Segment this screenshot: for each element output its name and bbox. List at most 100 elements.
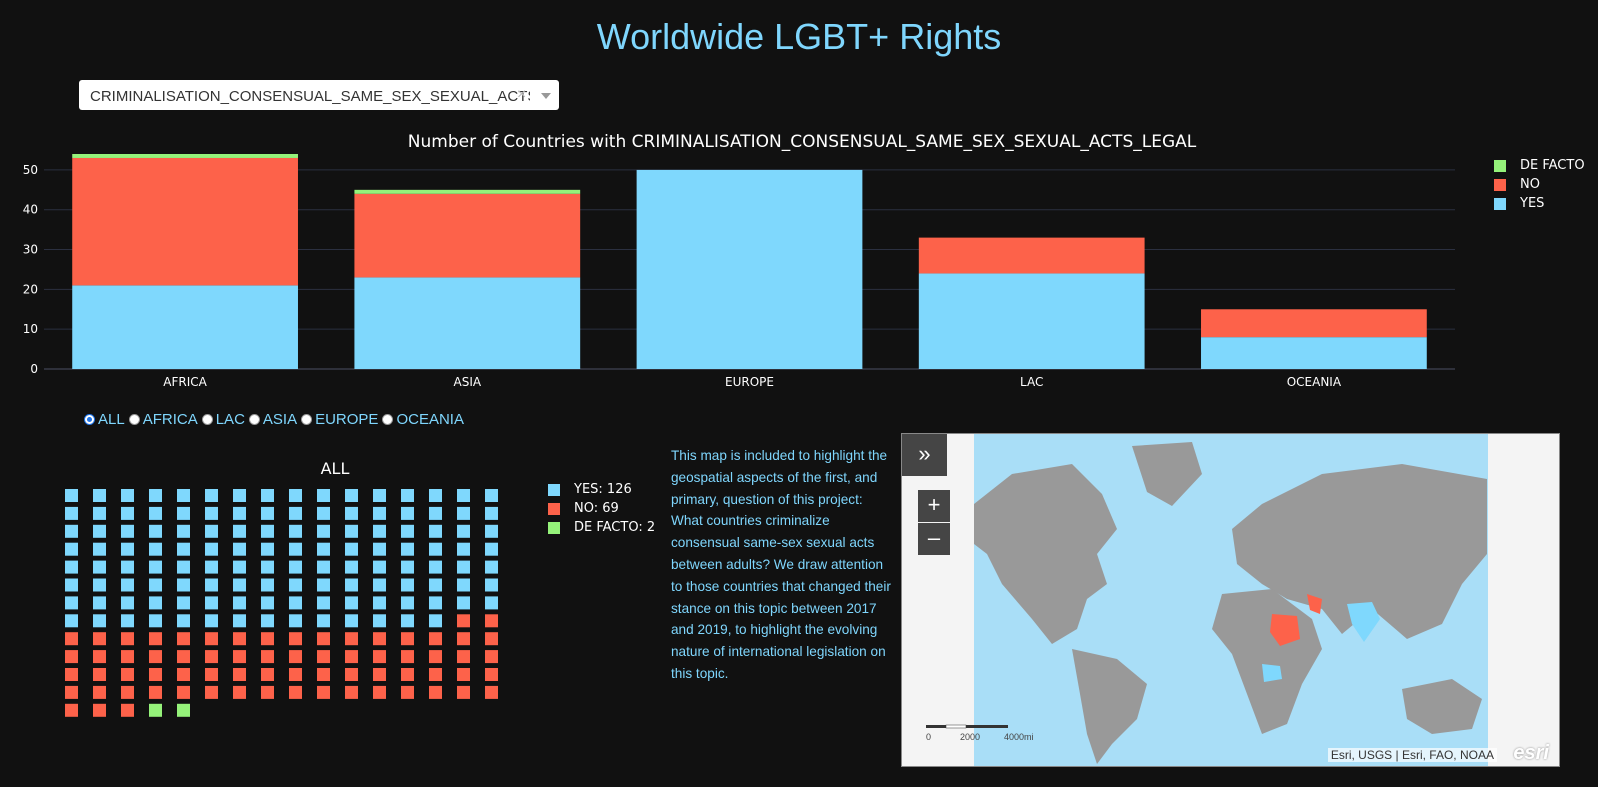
waffle-cell-yes[interactable]	[65, 489, 78, 502]
waffle-cell-no[interactable]	[457, 614, 470, 628]
waffle-cell-yes[interactable]	[205, 560, 218, 574]
waffle-cell-no[interactable]	[205, 685, 218, 699]
waffle-cell-yes[interactable]	[233, 506, 246, 520]
waffle-cell-no[interactable]	[93, 668, 106, 681]
waffle-cell-no[interactable]	[121, 650, 134, 664]
bar-lac-yes[interactable]	[918, 273, 1145, 369]
waffle-cell-yes[interactable]	[401, 542, 414, 556]
waffle-cell-no[interactable]	[401, 685, 414, 699]
waffle-cell-yes[interactable]	[429, 489, 442, 502]
waffle-cell-no[interactable]	[485, 614, 498, 628]
legend-item-no[interactable]: NO: 69	[548, 499, 655, 518]
map-canvas[interactable]	[902, 434, 1560, 767]
waffle-cell-yes[interactable]	[261, 489, 274, 502]
waffle-cell-no[interactable]	[457, 685, 470, 699]
waffle-cell-no[interactable]	[429, 685, 442, 699]
waffle-cell-yes[interactable]	[289, 542, 302, 556]
waffle-cell-yes[interactable]	[401, 596, 414, 610]
waffle-cell-yes[interactable]	[261, 578, 274, 592]
waffle-cell-no[interactable]	[65, 668, 78, 681]
waffle-cell-yes[interactable]	[121, 614, 134, 628]
waffle-cell-no[interactable]	[177, 685, 190, 699]
waffle-cell-no[interactable]	[289, 668, 302, 681]
waffle-cell-yes[interactable]	[205, 506, 218, 520]
waffle-cell-no[interactable]	[65, 650, 78, 664]
waffle-cell-no[interactable]	[177, 650, 190, 664]
waffle-cell-yes[interactable]	[177, 560, 190, 574]
waffle-cell-yes[interactable]	[345, 524, 358, 538]
waffle-cell-no[interactable]	[317, 668, 330, 681]
waffle-cell-no[interactable]	[457, 668, 470, 681]
chevron-down-icon[interactable]	[541, 93, 551, 99]
waffle-cell-no[interactable]	[149, 668, 162, 681]
waffle-cell-yes[interactable]	[289, 596, 302, 610]
waffle-cell-no[interactable]	[121, 668, 134, 681]
waffle-cell-yes[interactable]	[261, 524, 274, 538]
waffle-cell-no[interactable]	[149, 632, 162, 646]
waffle-cell-de-facto[interactable]	[149, 703, 162, 717]
waffle-cell-yes[interactable]	[93, 524, 106, 538]
waffle-cell-yes[interactable]	[65, 578, 78, 592]
waffle-cell-yes[interactable]	[93, 578, 106, 592]
waffle-cell-yes[interactable]	[345, 542, 358, 556]
waffle-cell-yes[interactable]	[65, 560, 78, 574]
waffle-cell-no[interactable]	[177, 668, 190, 681]
waffle-cell-no[interactable]	[457, 650, 470, 664]
waffle-cell-no[interactable]	[177, 632, 190, 646]
waffle-cell-yes[interactable]	[205, 489, 218, 502]
waffle-cell-yes[interactable]	[233, 596, 246, 610]
waffle-cell-yes[interactable]	[65, 524, 78, 538]
waffle-cell-yes[interactable]	[373, 614, 386, 628]
waffle-cell-no[interactable]	[373, 650, 386, 664]
waffle-cell-no[interactable]	[205, 632, 218, 646]
waffle-cell-yes[interactable]	[177, 489, 190, 502]
world-map[interactable]: » + – 0 2000 4000mi Esri, USGS | Esri, F…	[901, 433, 1560, 767]
waffle-cell-yes[interactable]	[177, 524, 190, 538]
waffle-cell-yes[interactable]	[345, 489, 358, 502]
waffle-cell-yes[interactable]	[205, 542, 218, 556]
waffle-cell-yes[interactable]	[429, 506, 442, 520]
waffle-cell-no[interactable]	[65, 703, 78, 717]
waffle-cell-yes[interactable]	[65, 596, 78, 610]
waffle-cell-yes[interactable]	[317, 542, 330, 556]
radio-lac[interactable]: LAC	[201, 411, 245, 428]
waffle-cell-yes[interactable]	[261, 506, 274, 520]
waffle-cell-yes[interactable]	[429, 560, 442, 574]
waffle-cell-no[interactable]	[457, 632, 470, 646]
waffle-cell-yes[interactable]	[345, 506, 358, 520]
waffle-cell-yes[interactable]	[289, 560, 302, 574]
waffle-cell-yes[interactable]	[485, 560, 498, 574]
waffle-cell-yes[interactable]	[289, 489, 302, 502]
radio-button[interactable]	[248, 414, 260, 425]
waffle-cell-yes[interactable]	[289, 614, 302, 628]
waffle-cell-yes[interactable]	[345, 560, 358, 574]
bar-asia-no[interactable]	[354, 193, 581, 278]
waffle-cell-yes[interactable]	[121, 524, 134, 538]
waffle-cell-yes[interactable]	[233, 560, 246, 574]
waffle-cell-no[interactable]	[317, 632, 330, 646]
waffle-cell-no[interactable]	[261, 650, 274, 664]
waffle-cell-no[interactable]	[373, 668, 386, 681]
waffle-cell-no[interactable]	[261, 668, 274, 681]
waffle-cell-no[interactable]	[485, 668, 498, 681]
bar-europe-yes[interactable]	[636, 169, 863, 369]
waffle-cell-yes[interactable]	[429, 524, 442, 538]
waffle-cell-yes[interactable]	[261, 542, 274, 556]
waffle-cell-no[interactable]	[317, 685, 330, 699]
radio-button[interactable]	[201, 414, 213, 425]
waffle-cell-no[interactable]	[65, 632, 78, 646]
waffle-cell-yes[interactable]	[373, 489, 386, 502]
waffle-cell-yes[interactable]	[93, 489, 106, 502]
waffle-cell-yes[interactable]	[373, 560, 386, 574]
bar-africa-no[interactable]	[72, 157, 298, 286]
waffle-cell-yes[interactable]	[485, 506, 498, 520]
waffle-cell-yes[interactable]	[149, 560, 162, 574]
waffle-cell-yes[interactable]	[401, 506, 414, 520]
waffle-cell-yes[interactable]	[457, 542, 470, 556]
waffle-cell-yes[interactable]	[121, 542, 134, 556]
waffle-cell-no[interactable]	[121, 703, 134, 717]
waffle-cell-yes[interactable]	[429, 596, 442, 610]
waffle-cell-no[interactable]	[429, 668, 442, 681]
radio-europe[interactable]: EUROPE	[301, 411, 378, 428]
waffle-cell-yes[interactable]	[93, 614, 106, 628]
